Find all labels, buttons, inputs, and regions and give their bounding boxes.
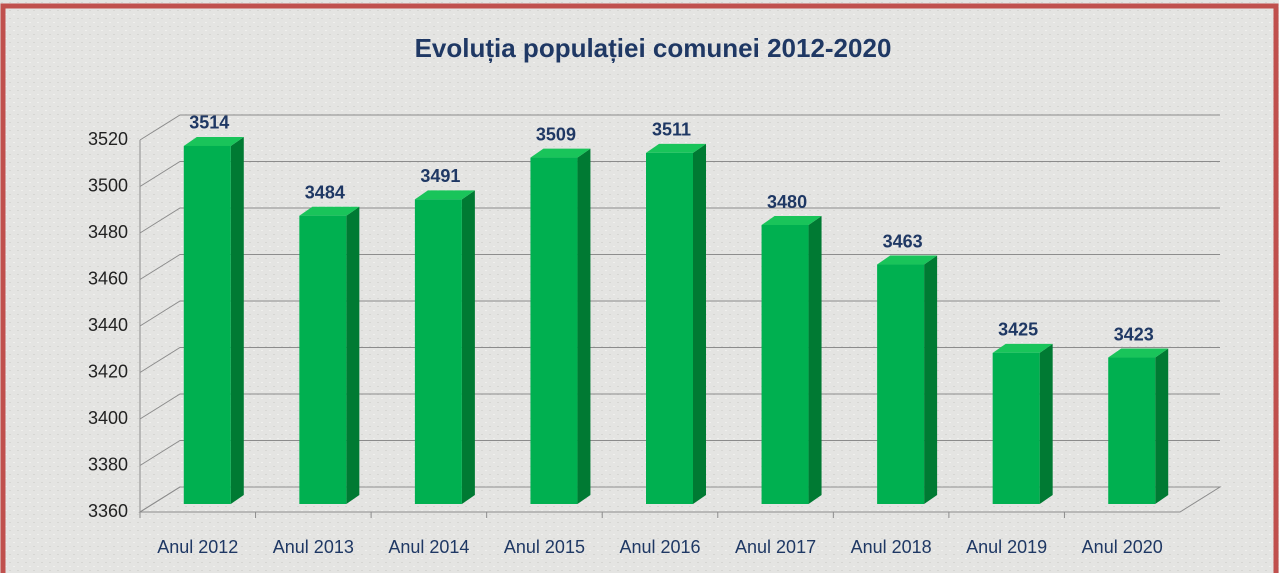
grid-line	[139, 347, 1220, 373]
grid-line	[139, 254, 1220, 280]
bar-side	[230, 136, 244, 504]
bar-side	[346, 206, 360, 504]
x-tick-label: Anul 2012	[157, 537, 238, 557]
bar	[992, 352, 1040, 504]
bar	[877, 264, 925, 504]
bar-top	[299, 206, 360, 216]
value-label: 3484	[305, 182, 345, 202]
x-tick-label: Anul 2017	[735, 537, 816, 557]
value-label: 3423	[1114, 324, 1154, 344]
bar-side	[808, 216, 822, 504]
value-label: 3491	[420, 166, 460, 186]
grid-line	[139, 114, 1220, 141]
value-label: 3514	[189, 113, 229, 133]
frame-border	[0, 3, 1279, 573]
x-tick-label: Anul 2016	[619, 537, 700, 557]
value-label: 3480	[767, 192, 807, 212]
bar	[183, 145, 231, 504]
bar-side	[924, 255, 938, 504]
bar	[530, 157, 578, 504]
chart-title: Evoluția populației comunei 2012-2020	[415, 33, 892, 63]
bar-side	[1155, 348, 1169, 504]
grid-line	[139, 161, 1220, 187]
value-label: 3463	[883, 231, 923, 251]
value-label: 3509	[536, 124, 576, 144]
bar-top	[530, 148, 591, 158]
y-tick-label: 3380	[88, 454, 128, 474]
grid-line	[139, 300, 1220, 327]
y-tick-label: 3520	[88, 129, 128, 149]
bar-top	[761, 216, 822, 225]
bar	[299, 215, 347, 504]
grid-line	[139, 207, 1220, 234]
bar-top	[414, 190, 475, 200]
y-tick-label: 3500	[88, 175, 128, 195]
grid-line	[139, 440, 1220, 466]
bar-top	[877, 255, 938, 265]
bar-side	[577, 148, 591, 504]
bar	[761, 225, 809, 504]
y-tick-label: 3440	[88, 315, 128, 335]
bar-side	[1039, 343, 1053, 504]
bar-top	[646, 143, 706, 153]
y-tick-label: 3420	[88, 361, 128, 381]
y-tick-label: 3480	[88, 222, 128, 242]
bar-top	[1108, 348, 1169, 358]
y-tick-label: 3460	[88, 268, 128, 288]
y-tick-label: 3400	[88, 408, 128, 428]
y-tick-label: 3360	[88, 501, 128, 521]
bar	[414, 199, 462, 505]
x-tick-label: Anul 2019	[966, 537, 1047, 557]
x-tick-label: Anul 2013	[273, 537, 354, 557]
grid-line	[139, 486, 1220, 513]
bar-side	[693, 143, 706, 505]
bar	[646, 152, 693, 505]
x-tick-label: Anul 2018	[851, 537, 932, 557]
x-tick-label: Anul 2020	[1082, 537, 1163, 557]
bar-top	[992, 343, 1053, 353]
value-label: 3425	[998, 320, 1038, 340]
bar	[1108, 357, 1156, 504]
x-tick-label: Anul 2014	[388, 537, 469, 557]
value-label: 3511	[652, 120, 691, 140]
grid-line	[139, 393, 1220, 420]
bar-top	[183, 136, 244, 146]
x-tick-label: Anul 2015	[504, 537, 585, 557]
bar-side	[461, 190, 475, 505]
